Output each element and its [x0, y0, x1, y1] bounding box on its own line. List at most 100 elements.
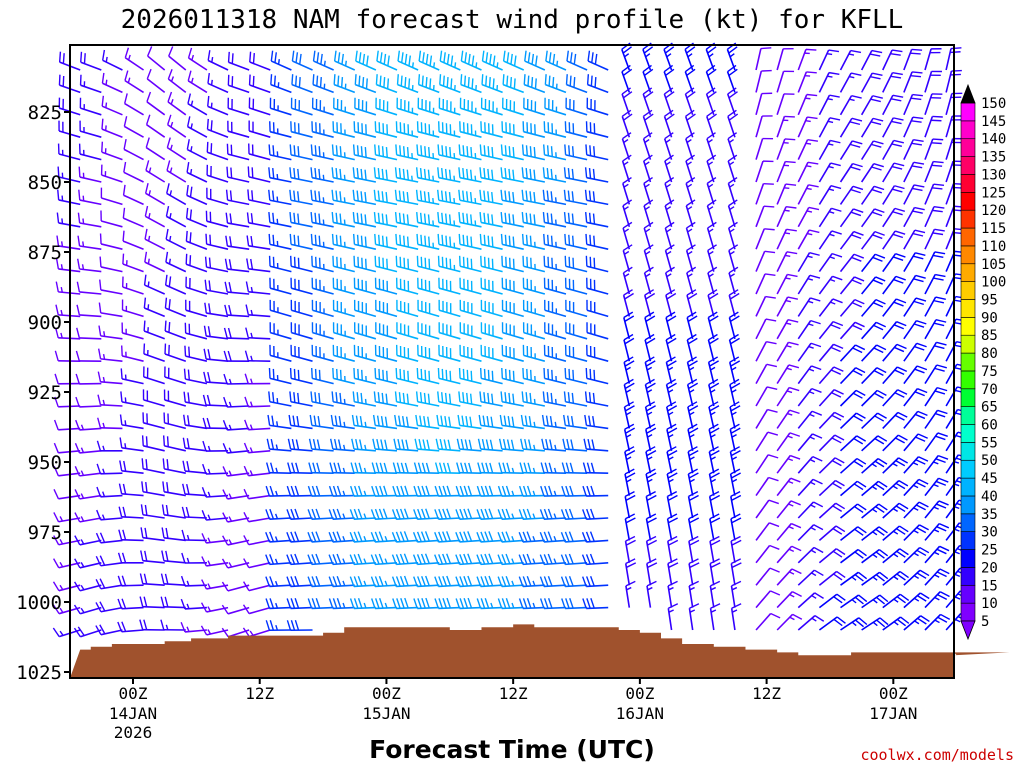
barb-full-tick	[875, 506, 885, 514]
barb-full-tick	[481, 50, 485, 62]
barb-full-tick	[543, 576, 549, 587]
barb-full-tick	[396, 598, 401, 609]
barb-full-tick	[731, 580, 742, 587]
barb-full-tick	[455, 531, 461, 543]
barb-full-tick	[730, 360, 741, 367]
barb-full-tick	[443, 52, 446, 63]
barb-full-tick	[523, 74, 526, 85]
wind-barb	[727, 154, 738, 183]
barb-full-tick	[593, 235, 596, 247]
barb-full-tick	[470, 370, 473, 382]
wind-barb	[776, 273, 798, 295]
barb-full-tick	[581, 554, 587, 565]
barb-full-tick	[566, 439, 570, 450]
barb-full-tick	[466, 168, 469, 180]
barb-full-tick	[359, 416, 363, 427]
barb-full-tick	[522, 367, 525, 379]
wind-barb	[203, 325, 229, 340]
barb-full-tick	[707, 244, 717, 252]
wind-barb	[140, 527, 165, 542]
wind-barb	[839, 298, 865, 317]
barb-full-tick	[101, 95, 105, 107]
barb-full-tick	[462, 368, 465, 380]
barb-full-tick	[480, 598, 486, 609]
barb-half-tick	[80, 562, 85, 568]
wind-barb	[353, 299, 377, 318]
wind-barb	[727, 221, 738, 250]
wind-barb	[755, 228, 775, 250]
barb-full-tick	[872, 256, 883, 262]
barb-full-tick	[373, 189, 377, 201]
wind-barb	[839, 344, 866, 362]
barb-full-tick	[374, 508, 380, 520]
barb-full-tick	[688, 472, 699, 479]
barb-full-tick	[488, 508, 494, 519]
wind-barb	[541, 438, 567, 452]
barb-full-tick	[709, 449, 720, 457]
barb-full-tick	[99, 233, 102, 244]
barb-full-tick	[297, 168, 300, 180]
wind-barb	[438, 344, 461, 362]
barb-full-tick	[936, 503, 947, 509]
barb-half-tick	[102, 445, 106, 452]
wind-barb	[268, 211, 292, 228]
barb-half-tick	[364, 421, 367, 428]
barb-full-tick	[518, 554, 524, 565]
barb-shaft	[123, 125, 144, 138]
wind-barb	[286, 553, 313, 566]
barb-full-tick	[332, 531, 338, 542]
barb-full-tick	[98, 302, 102, 313]
wind-barb	[544, 97, 567, 116]
barb-full-tick	[338, 416, 342, 427]
barb-full-tick	[587, 439, 591, 450]
barb-half-tick	[249, 424, 253, 430]
wind-barb	[644, 289, 656, 317]
barb-full-tick	[561, 462, 566, 473]
barb-half-tick	[729, 250, 735, 255]
barb-full-tick	[271, 190, 275, 202]
barb-full-tick	[568, 368, 571, 380]
wind-barb	[903, 546, 930, 564]
barb-full-tick	[244, 373, 249, 384]
barb-full-tick	[243, 512, 250, 522]
wind-barb	[74, 489, 102, 500]
wind-barb	[290, 277, 313, 295]
barb-shaft	[79, 405, 102, 408]
barb-full-tick	[727, 132, 738, 140]
barb-half-tick	[828, 188, 835, 192]
wind-barb	[79, 74, 102, 94]
wind-barb	[839, 276, 865, 295]
barb-full-tick	[54, 396, 59, 408]
wind-barb	[437, 255, 461, 273]
barb-full-tick	[832, 482, 842, 490]
barb-full-tick	[337, 75, 340, 87]
barb-full-tick	[265, 620, 271, 631]
barb-full-tick	[892, 188, 903, 193]
barb-full-tick	[450, 78, 453, 89]
barb-half-tick	[127, 54, 131, 61]
wind-barb	[776, 409, 800, 429]
wind-barb	[861, 276, 886, 295]
barb-full-tick	[832, 550, 843, 558]
barb-full-tick	[442, 508, 448, 519]
barb-full-tick	[731, 603, 742, 609]
barb-shaft	[755, 590, 771, 609]
barb-full-tick	[272, 212, 275, 224]
barb-full-tick	[835, 525, 846, 533]
wind-barb	[818, 49, 840, 71]
barb-full-tick	[646, 490, 656, 498]
barb-full-tick	[222, 466, 228, 477]
barb-full-tick	[730, 382, 741, 390]
barb-full-tick	[644, 91, 654, 99]
wind-barb	[97, 417, 123, 430]
barb-full-tick	[96, 463, 102, 475]
wind-barb	[500, 144, 524, 161]
barb-shaft	[776, 71, 785, 93]
barb-full-tick	[937, 454, 949, 460]
wind-barb	[818, 570, 846, 586]
barb-full-tick	[295, 462, 300, 474]
wind-barb	[539, 531, 567, 543]
barb-full-tick	[463, 531, 469, 542]
barb-full-tick	[119, 414, 123, 425]
barb-full-tick	[448, 214, 452, 225]
